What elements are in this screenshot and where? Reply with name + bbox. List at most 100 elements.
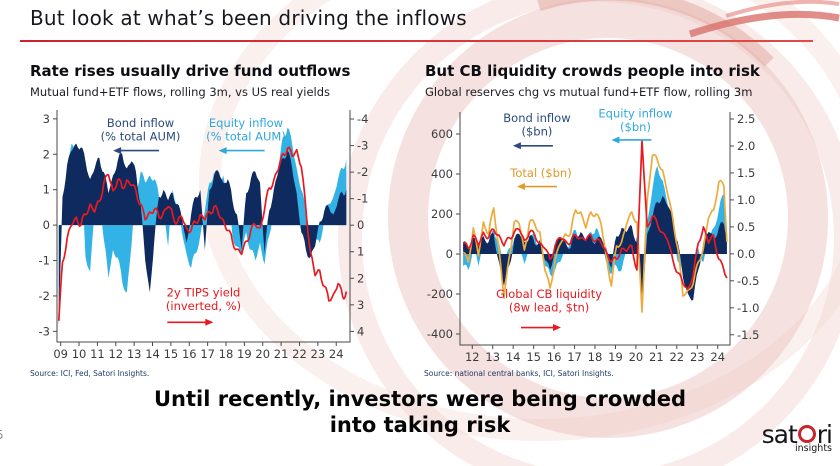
right-chart-source: Source: national central banks, ICI, Sat… — [424, 369, 614, 378]
right-arrow-icon — [521, 324, 561, 332]
x-axis-tick-label: 15 — [526, 350, 541, 364]
x-axis-tick-label: 19 — [237, 347, 252, 361]
page-number: 5 — [0, 428, 4, 442]
logo-part-1: sat — [761, 420, 798, 449]
right-axis-tick-label: -2 — [357, 165, 368, 179]
left-arrow-icon — [113, 147, 160, 155]
axis-spines — [459, 112, 731, 346]
left-axis-tick-label: 600 — [431, 127, 453, 141]
x-axis-tick-label: 16 — [547, 350, 562, 364]
x-axis-tick-label: 22 — [669, 350, 684, 364]
slide-title: But look at what’s been driving the infl… — [30, 6, 467, 30]
left-axis-tick-label: 0 — [43, 218, 50, 232]
right-axis-tick-label: -0.5 — [737, 274, 759, 288]
left-axis-tick-label: 0 — [446, 247, 453, 261]
left-axis-tick-label: -2 — [39, 289, 50, 303]
x-axis-tick-label: 19 — [608, 350, 623, 364]
x-axis-tick-label: 15 — [164, 347, 179, 361]
x-axis-tick-label: 12 — [108, 347, 123, 361]
left-axis-tick-label: -3 — [39, 324, 50, 338]
x-axis-tick-label: 10 — [72, 347, 87, 361]
right-chart-plot: 600 400 200 0 -200 -400 2.5 2.0 1.5 1.0 0.5 0.0 -0.5… — [427, 106, 760, 364]
x-axis-tick-label: 17 — [200, 347, 215, 361]
right-axis-tick-label: 1 — [357, 245, 364, 259]
x-axis-tick-label: 14 — [145, 347, 160, 361]
x-axis-tick-label: 21 — [274, 347, 289, 361]
left-arrow-icon — [611, 136, 652, 144]
x-axis-tick-label: 18 — [588, 350, 603, 364]
left-axis-tick-label: 2 — [43, 147, 50, 161]
left-chart-title: Rate rises usually drive fund outflows — [30, 62, 351, 80]
axis-spines — [56, 110, 351, 343]
left-arrow-icon — [512, 142, 553, 150]
right-arrow-icon — [167, 318, 214, 326]
right-axis-tick-label: 0.0 — [737, 247, 755, 261]
right-axis-tick-label: 2.0 — [737, 139, 755, 153]
x-axis-tick-label: 18 — [219, 347, 234, 361]
bond-inflow-label: Bond inflow ($bn) — [503, 111, 570, 139]
x-axis-tick-label: 20 — [629, 350, 644, 364]
logo-word: sat ri — [761, 420, 833, 449]
x-axis-tick-label: 22 — [292, 347, 307, 361]
right-axis-tick-label: 0.5 — [737, 220, 755, 234]
x-axis-tick-label: 21 — [649, 350, 664, 364]
left-axis-tick-label: -1 — [39, 254, 50, 268]
right-axis-tick-label: 1.0 — [737, 193, 755, 207]
right-axis-tick-label: 2.5 — [737, 112, 755, 126]
left-arrow-icon — [218, 147, 265, 155]
right-axis-tick-label: 3 — [357, 298, 364, 312]
right-axis-tick-label: 1.5 — [737, 166, 755, 180]
x-axis-tick-label: 12 — [465, 350, 480, 364]
right-axis-tick-label: -1.5 — [737, 328, 759, 342]
equity-inflow-label: Equity inflow (% total AUM) — [206, 116, 286, 143]
left-chart-source: Source: ICI, Fed, Satori Insights. — [30, 369, 150, 378]
total-flow-label: Total ($bn) — [509, 166, 571, 180]
x-axis-tick-label: 14 — [506, 350, 521, 364]
left-axis-tick-label: 200 — [431, 207, 453, 221]
right-chart-title: But CB liquidity crowds people into risk — [425, 62, 760, 80]
right-axis-tick-label: -4 — [357, 112, 368, 126]
left-axis-tick-label: 400 — [431, 167, 453, 181]
x-axis-tick-label: 11 — [90, 347, 105, 361]
x-axis-tick-label: 24 — [329, 347, 344, 361]
x-axis-tick-label: 23 — [311, 347, 326, 361]
x-axis-tick-label: 20 — [255, 347, 270, 361]
right-axis-tick-label: -1.0 — [737, 301, 759, 315]
right-axis-tick-label: 2 — [357, 271, 364, 285]
x-axis-tick-label: 09 — [53, 347, 68, 361]
equity-inflow-label: Equity inflow ($bn) — [598, 106, 672, 134]
left-chart-subtitle: Mutual fund+ETF flows, rolling 3m, vs US… — [30, 85, 331, 99]
logo-subtitle: insights — [795, 443, 832, 454]
satori-logo: sat ri insights — [761, 420, 833, 454]
total-flow-line-series — [462, 153, 728, 313]
x-axis-tick-label: 16 — [182, 347, 197, 361]
conclusion-line-1: Until recently, investors were being cro… — [153, 387, 687, 411]
logo-part-2: ri — [816, 420, 833, 449]
logo-o-ring-icon — [797, 425, 816, 443]
tips-yield-label: 2y TIPS yield (inverted, %) — [166, 285, 241, 313]
cb-liquidity-line-series — [462, 139, 728, 290]
right-axis-tick-label: 4 — [357, 324, 364, 338]
title-underline — [20, 40, 813, 42]
right-axis-tick-label: -3 — [357, 139, 368, 153]
x-axis-tick-label: 24 — [710, 350, 725, 364]
conclusion-line-2: into taking risk — [329, 413, 511, 438]
tips-yield-line-series — [57, 146, 348, 321]
x-axis-tick-label: 23 — [690, 350, 705, 364]
bond-inflow-label: Bond inflow (% total AUM) — [101, 116, 181, 143]
x-axis-tick-label: 17 — [567, 350, 582, 364]
left-arrow-icon — [516, 183, 557, 191]
right-axis-tick-label: 0 — [357, 218, 364, 232]
right-chart-subtitle: Global reserves chg vs mutual fund+ETF f… — [425, 85, 753, 99]
left-axis-tick-label: -400 — [427, 327, 453, 341]
bond-inflow-area-series — [463, 196, 727, 308]
cb-liquidity-label: Global CB liquidity (8w lead, $tn) — [496, 287, 602, 315]
conclusion-statement: Until recently, investors were being cro… — [0, 386, 840, 439]
x-axis-tick-label: 13 — [485, 350, 500, 364]
left-axis-tick-label: 1 — [43, 183, 50, 197]
bond-inflow-area-series — [58, 143, 347, 328]
x-axis-tick-label: 13 — [127, 347, 142, 361]
left-axis-tick-label: -200 — [427, 287, 453, 301]
right-axis-tick-label: -1 — [357, 192, 368, 206]
